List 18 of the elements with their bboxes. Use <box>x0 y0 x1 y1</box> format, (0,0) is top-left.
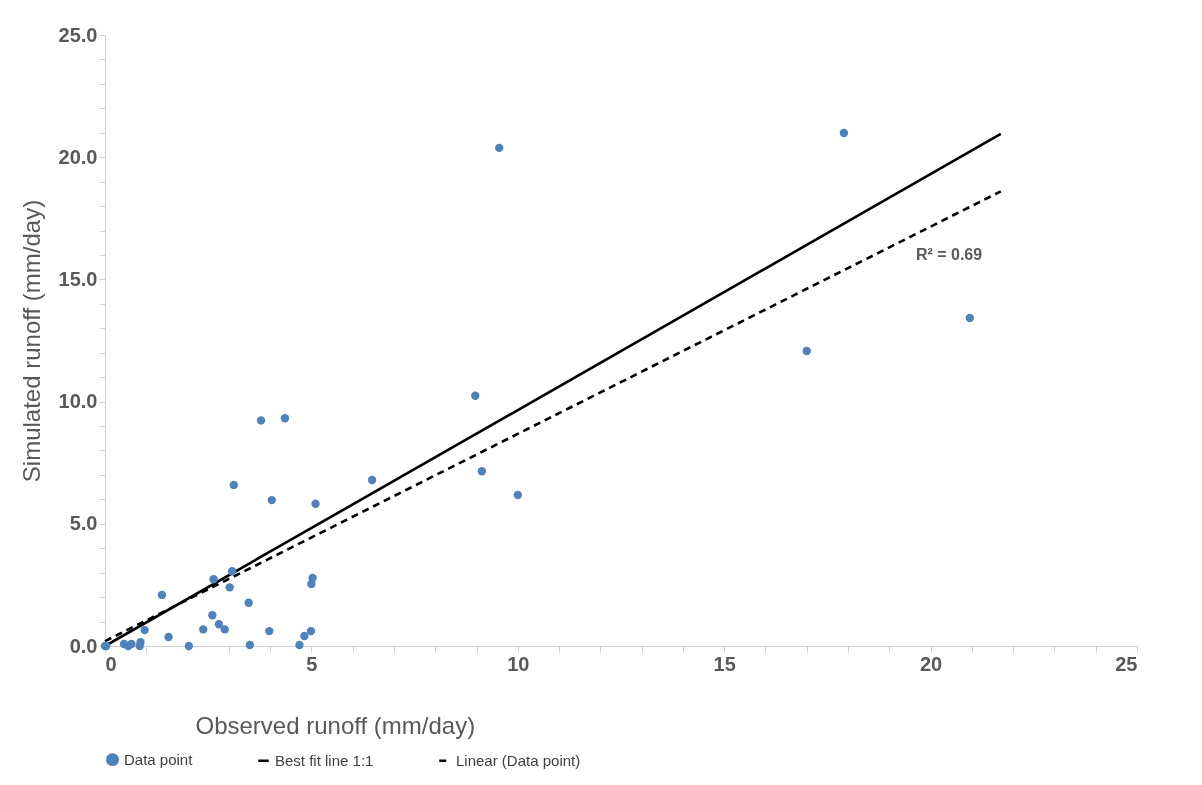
x-tick-label: 15 <box>713 652 736 675</box>
x-axis-title: Observed runoff (mm/day) <box>195 711 476 739</box>
y-tick-label: 15.0 <box>58 267 98 290</box>
x-tick-label: 5 <box>306 652 318 675</box>
y-tick-label: 25.0 <box>58 23 98 46</box>
x-tick-label: 20 <box>919 652 943 675</box>
x-tick-label: 10 <box>507 652 530 675</box>
legend-label: Data point <box>124 750 194 768</box>
legend-label: Linear (Data point) <box>456 751 581 769</box>
x-tick-label: 0 <box>105 652 117 675</box>
y-tick-label: 5.0 <box>69 512 98 535</box>
y-tick-label: 20.0 <box>58 145 98 168</box>
y-tick-label: 10.0 <box>58 390 98 413</box>
legend-label: Best fit line 1:1 <box>275 751 374 769</box>
y-tick-label: 0.0 <box>69 634 98 657</box>
x-tick-label: 25 <box>1115 652 1138 675</box>
y-axis-title: Simulated runoff (mm/day) <box>17 199 45 483</box>
annotation: R² = 0.69 <box>915 246 983 263</box>
